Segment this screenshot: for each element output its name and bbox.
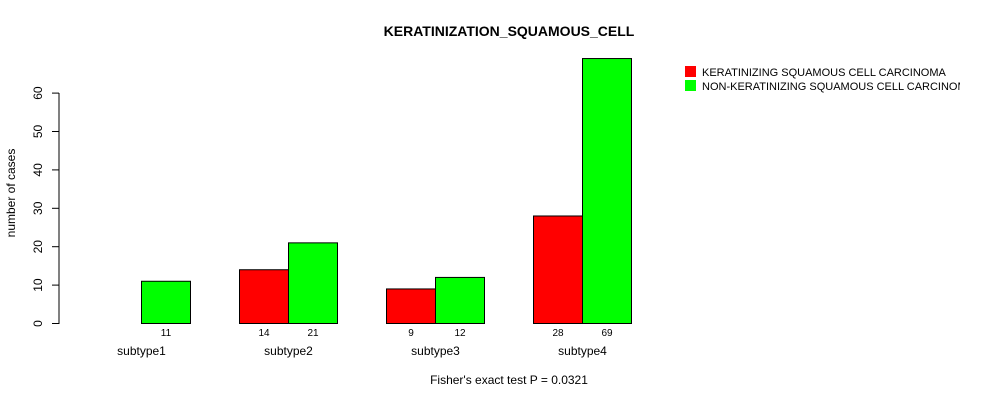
- bar-subtype3-series2: [435, 276, 485, 325]
- footnote: Fisher's exact test P = 0.0321: [430, 373, 588, 387]
- bar-subtype4-series2: [582, 58, 632, 324]
- y-tick-label: 50: [31, 125, 45, 139]
- y-tick-label: 10: [31, 278, 45, 292]
- count-label: 11: [161, 328, 172, 339]
- count-label: 28: [552, 328, 564, 339]
- category-label-subtype4: subtype4: [558, 344, 607, 358]
- count-label: 69: [601, 328, 613, 339]
- y-tick-label: 60: [31, 86, 45, 100]
- bar-subtype1-series2: [141, 280, 191, 325]
- bar-subtype2-series2: [288, 242, 338, 324]
- chart-title: KERATINIZATION_SQUAMOUS_CELL: [384, 23, 635, 39]
- legend: KERATINIZING SQUAMOUS CELL CARCINOMA NON-…: [685, 66, 975, 93]
- category-label-subtype2: subtype2: [264, 344, 313, 358]
- count-label: 14: [258, 328, 270, 339]
- y-tick-label: 30: [31, 201, 45, 215]
- count-label: 21: [307, 328, 319, 339]
- category-labels: subtype1 subtype2 subtype3 subtype4: [117, 344, 607, 358]
- count-label: 9: [408, 328, 414, 339]
- category-label-subtype3: subtype3: [411, 344, 460, 358]
- legend-swatch-1: [685, 66, 696, 77]
- y-tick-label: 20: [31, 240, 45, 254]
- y-tick-label: 40: [31, 163, 45, 177]
- y-tick-label: 0: [31, 320, 45, 327]
- legend-label-2: NON-KERATINIZING SQUAMOUS CELL CARCINOMA: [702, 81, 975, 93]
- bar-subtype3-series1: [386, 288, 436, 325]
- y-ticks: 0 10 20 30 40 50 60: [31, 86, 59, 327]
- count-label: 12: [454, 328, 466, 339]
- bars: [141, 58, 632, 325]
- category-label-subtype1: subtype1: [117, 344, 166, 358]
- count-labels: 11 14 21 9 12 28 69: [161, 328, 613, 339]
- bar-subtype2-series1: [239, 269, 289, 324]
- legend-swatch-2: [685, 80, 696, 91]
- y-axis-label: number of cases: [4, 149, 18, 238]
- legend-label-1: KERATINIZING SQUAMOUS CELL CARCINOMA: [702, 67, 947, 79]
- bar-subtype4-series1: [533, 215, 583, 324]
